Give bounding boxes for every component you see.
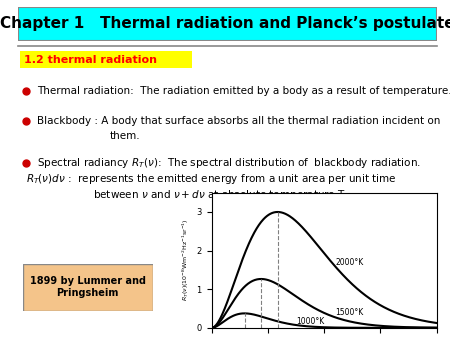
Text: Blackbody : A body that surface absorbs all the thermal radiation incident on: Blackbody : A body that surface absorbs … [37,116,440,126]
Text: 1899 by Lummer and
Pringsheim: 1899 by Lummer and Pringsheim [30,276,146,298]
Text: $R_T(\nu)d\nu$ :  represents the emitted energy from a unit area per unit time: $R_T(\nu)d\nu$ : represents the emitted … [27,172,397,186]
Text: 1.2 thermal radiation: 1.2 thermal radiation [24,55,158,65]
Text: Thermal radiation:  The radiation emitted by a body as a result of temperature.: Thermal radiation: The radiation emitted… [37,86,450,96]
Text: Spectral radiancy $R_T(\nu)$:  The spectral distribution of  blackbody radiation: Spectral radiancy $R_T(\nu)$: The spectr… [37,155,421,170]
Text: Chapter 1   Thermal radiation and Planck’s postulate: Chapter 1 Thermal radiation and Planck’s… [0,16,450,31]
FancyBboxPatch shape [20,51,192,68]
Y-axis label: $R_T(\nu)$(10$^{-8}$Wm$^{-2}$Hz$^{-1}$sr$^{-1}$): $R_T(\nu)$(10$^{-8}$Wm$^{-2}$Hz$^{-1}$sr… [180,219,191,301]
Text: 1500°K: 1500°K [335,308,364,317]
Text: 2000°K: 2000°K [335,258,364,267]
Text: 1000°K: 1000°K [296,317,324,326]
FancyBboxPatch shape [22,264,153,311]
FancyBboxPatch shape [18,7,436,41]
Text: between $\nu$ and $\nu + d\nu$ at absolute temperature T.: between $\nu$ and $\nu + d\nu$ at absolu… [93,188,349,202]
Text: them.: them. [110,131,141,141]
